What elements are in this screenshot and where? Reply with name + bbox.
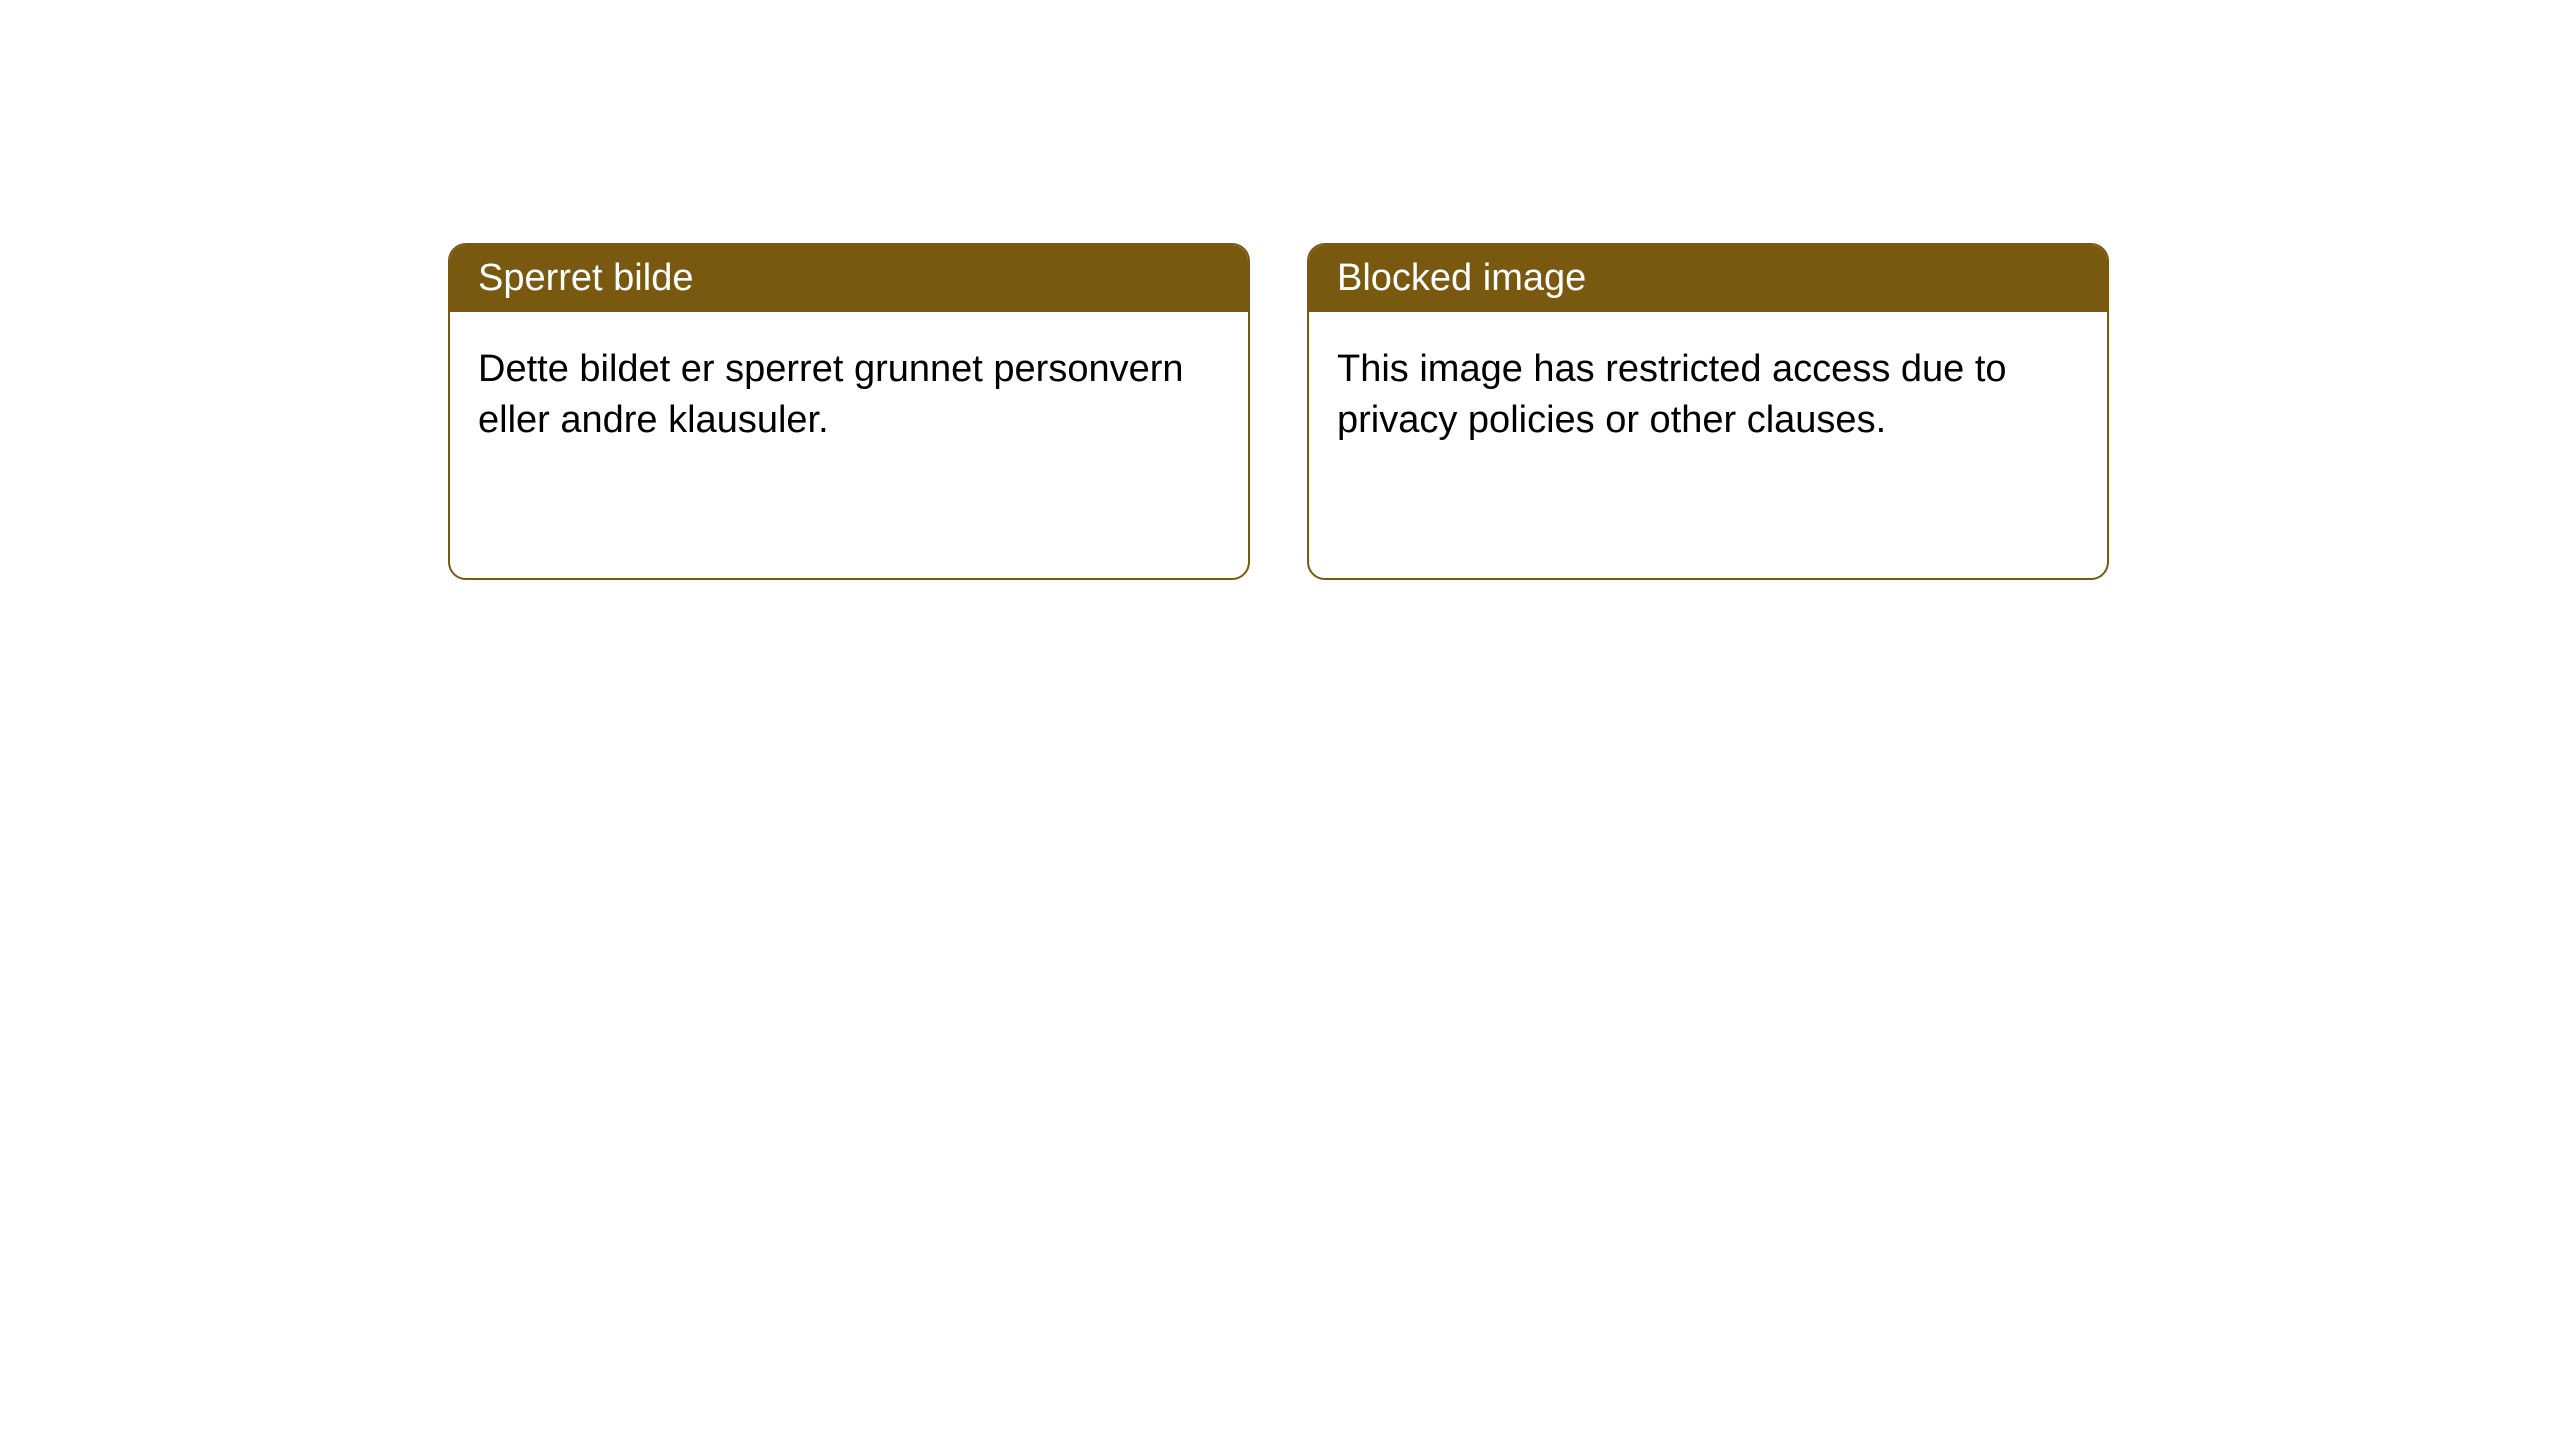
card-body: This image has restricted access due to … xyxy=(1309,312,2107,479)
card-body: Dette bildet er sperret grunnet personve… xyxy=(450,312,1248,479)
card-body-text: Dette bildet er sperret grunnet personve… xyxy=(478,348,1184,441)
card-body-text: This image has restricted access due to … xyxy=(1337,348,2007,441)
notice-card-norwegian: Sperret bilde Dette bildet er sperret gr… xyxy=(448,243,1250,580)
card-header: Sperret bilde xyxy=(450,245,1248,312)
card-title: Sperret bilde xyxy=(478,257,693,299)
card-header: Blocked image xyxy=(1309,245,2107,312)
card-title: Blocked image xyxy=(1337,257,1586,299)
notice-cards-container: Sperret bilde Dette bildet er sperret gr… xyxy=(448,243,2560,580)
notice-card-english: Blocked image This image has restricted … xyxy=(1307,243,2109,580)
